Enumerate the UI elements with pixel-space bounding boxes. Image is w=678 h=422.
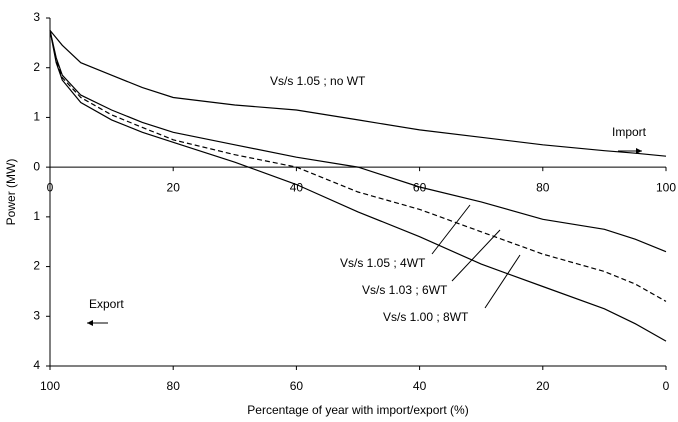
y-tick-label: 3	[33, 10, 40, 24]
y-tick-label: 1	[33, 110, 40, 124]
y-tick-label: 1	[33, 209, 40, 223]
x2-tick-label: 20	[536, 379, 550, 393]
y-axis-title: Power (MW)	[4, 159, 18, 226]
arrow-head	[636, 148, 642, 154]
leader-line	[451, 229, 501, 282]
y-tick-label: 2	[33, 60, 40, 74]
x-tick-label: 80	[536, 180, 550, 194]
x2-tick-label: 80	[167, 379, 181, 393]
x-tick-label: 20	[167, 180, 181, 194]
y-tick-label: 0	[33, 159, 40, 173]
annotation: Export	[89, 297, 124, 311]
series-line	[49, 30, 667, 157]
x2-tick-label: 60	[290, 379, 304, 393]
x2-tick-label: 40	[413, 379, 427, 393]
leader-line	[484, 254, 521, 309]
x-tick-label: 100	[656, 180, 676, 194]
y-tick-label: 4	[33, 358, 40, 372]
leader-line	[431, 204, 471, 255]
series-line	[49, 30, 667, 302]
series-label: Vs/s 1.00 ; 8WT	[383, 310, 469, 324]
series-label: Vs/s 1.03 ; 6WT	[362, 283, 448, 297]
arrow-head	[87, 320, 93, 326]
series-line	[49, 30, 667, 253]
x2-tick-label: 0	[663, 379, 670, 393]
y-tick-label: 2	[33, 259, 40, 273]
x-axis-title: Percentage of year with import/export (%…	[247, 403, 468, 417]
y-tick-label: 3	[33, 308, 40, 322]
series-label: Vs/s 1.05 ; no WT	[270, 74, 366, 88]
series-label: Vs/s 1.05 ; 4WT	[340, 256, 426, 270]
series-line	[49, 30, 667, 342]
x-tick-label: 0	[47, 180, 54, 194]
annotation: Import	[612, 125, 647, 139]
x2-tick-label: 100	[40, 379, 60, 393]
